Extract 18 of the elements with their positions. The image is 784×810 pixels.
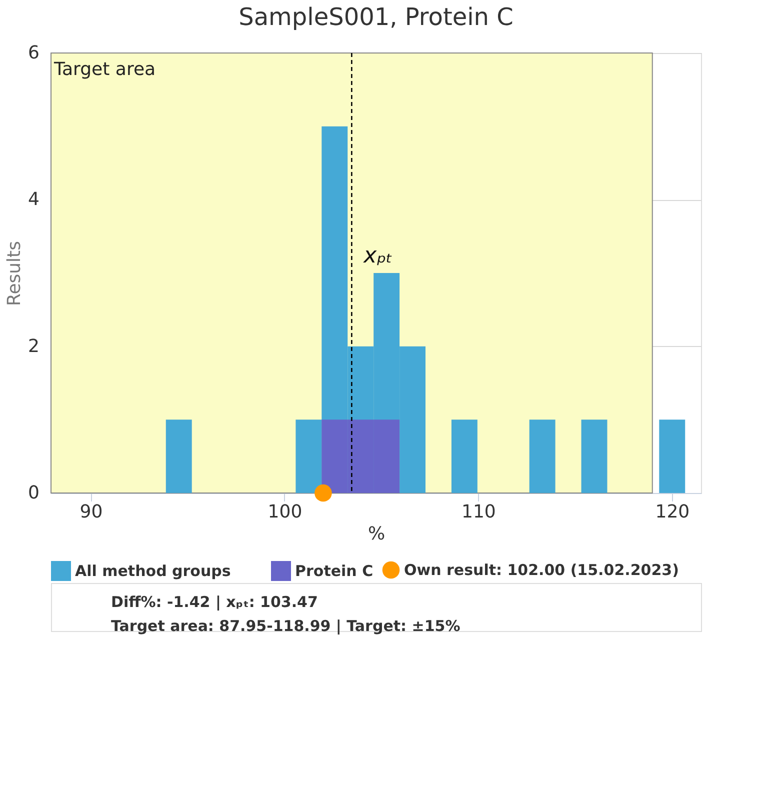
legend-label: Own result: 102.00 (15.02.2023) bbox=[404, 561, 679, 579]
x-tick-label: 100 bbox=[268, 502, 302, 522]
chart-title: SampleS001, Protein C bbox=[238, 3, 514, 31]
y-tick-label: 4 bbox=[28, 189, 40, 210]
y-tick-label: 6 bbox=[28, 42, 40, 64]
x-tick-label: 90 bbox=[80, 502, 103, 522]
legend-label: Protein C bbox=[295, 562, 374, 580]
ref-line-label: xₚₜ bbox=[362, 243, 393, 268]
y-axis-title: Results bbox=[4, 241, 26, 306]
band-label: Target area bbox=[53, 59, 156, 80]
y-tick-label: 2 bbox=[28, 336, 40, 357]
text: Diff%: -1.42 | xₚₜ: 103.47 bbox=[111, 593, 318, 611]
x-tick-label: 120 bbox=[655, 502, 690, 522]
x-axis-title: % bbox=[368, 524, 386, 544]
y-tick-label: 0 bbox=[28, 482, 40, 504]
x-tick-label: 110 bbox=[462, 502, 496, 522]
legend-label: All method groups bbox=[75, 562, 231, 580]
text: Target area: 87.95-118.99 | Target: ±15% bbox=[111, 617, 460, 635]
